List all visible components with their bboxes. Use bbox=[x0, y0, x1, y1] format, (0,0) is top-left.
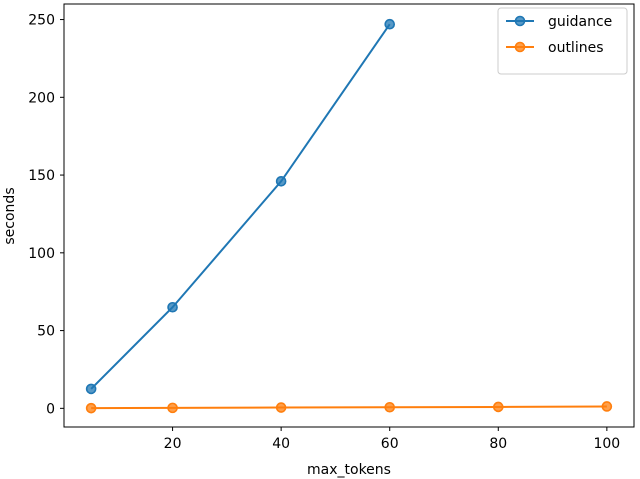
x-axis-ticks: 20 40 60 80 100 bbox=[164, 427, 620, 452]
data-point-outlines bbox=[492, 401, 504, 413]
x-axis-label: max_tokens bbox=[307, 462, 391, 478]
legend-frame bbox=[497, 7, 628, 75]
data-point-guidance bbox=[167, 301, 178, 313]
data-point-outlines bbox=[167, 402, 178, 414]
x-tick-label: 100 bbox=[593, 436, 620, 452]
series-layer bbox=[85, 18, 613, 414]
y-tick-label: 50 bbox=[37, 324, 55, 340]
data-point-guidance bbox=[384, 18, 396, 30]
data-point-outlines bbox=[601, 401, 613, 412]
y-axis-ticks: 0 50 100 150 200 250 bbox=[28, 13, 64, 417]
data-point-guidance bbox=[275, 175, 287, 187]
legend: guidance outlines bbox=[497, 7, 628, 75]
data-point-outlines bbox=[275, 402, 287, 413]
x-tick-label: 60 bbox=[381, 436, 399, 452]
data-point-guidance bbox=[85, 383, 97, 395]
y-tick-label: 100 bbox=[28, 246, 55, 262]
legend-label: outlines bbox=[548, 40, 604, 56]
series-line-guidance bbox=[90, 23, 391, 390]
series-line-outlines bbox=[91, 405, 607, 410]
data-point-outlines bbox=[384, 401, 396, 413]
data-point-outlines bbox=[85, 402, 97, 414]
y-axis-label: seconds bbox=[2, 187, 18, 244]
x-tick-label: 80 bbox=[489, 436, 507, 452]
x-tick-label: 20 bbox=[164, 436, 182, 452]
y-tick-label: 250 bbox=[28, 13, 55, 29]
x-tick-label: 40 bbox=[272, 436, 290, 452]
legend-label: guidance bbox=[548, 14, 612, 30]
y-tick-label: 0 bbox=[46, 401, 55, 417]
y-tick-label: 200 bbox=[28, 90, 55, 106]
legend-swatch-marker bbox=[514, 41, 526, 53]
y-tick-label: 150 bbox=[28, 168, 55, 184]
legend-swatch-marker bbox=[514, 15, 526, 27]
